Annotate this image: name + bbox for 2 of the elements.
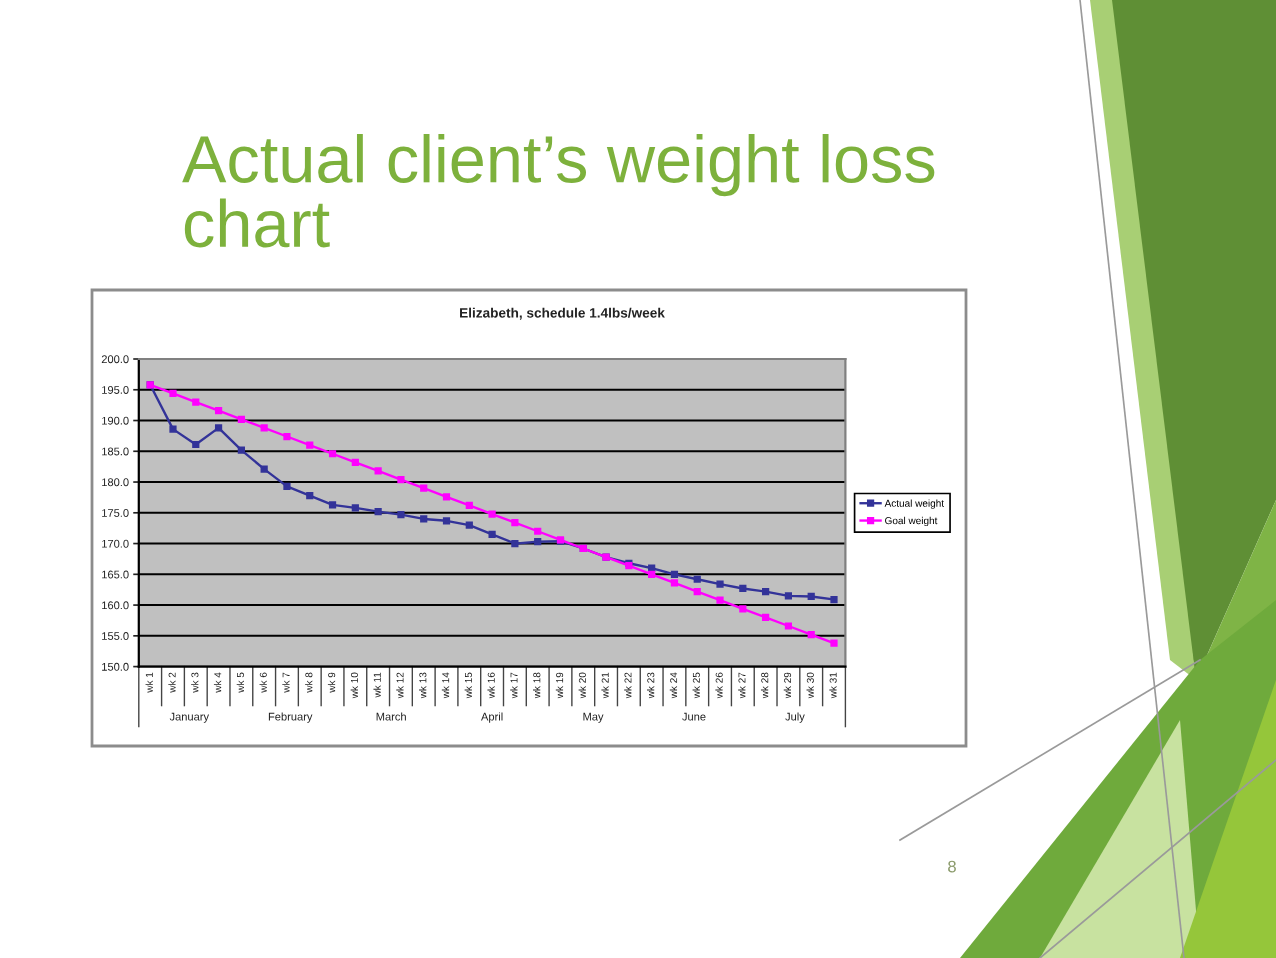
text: 8 [948, 860, 956, 873]
chart-title: Actual client’s weight loss chart [182, 134, 935, 248]
